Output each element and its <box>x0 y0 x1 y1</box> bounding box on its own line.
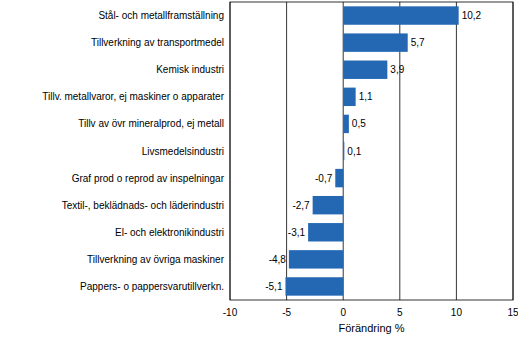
tick-label: 5 <box>397 307 403 318</box>
bar <box>343 88 355 106</box>
category-label: Tillverkning av transportmedel <box>91 37 224 48</box>
data-label: -3,1 <box>288 227 306 238</box>
tick-label: -5 <box>282 307 291 318</box>
data-label: -2,7 <box>292 200 310 211</box>
bar <box>343 6 458 24</box>
data-label: 0,5 <box>352 118 366 129</box>
bar <box>343 142 344 160</box>
category-label: El- och elektronikindustri <box>115 227 224 238</box>
tick-label: -10 <box>223 307 238 318</box>
tick-label: 10 <box>451 307 463 318</box>
category-label: Stål- och metallframställning <box>98 10 224 21</box>
category-label: Livsmedelsindustri <box>142 146 224 157</box>
grid-line <box>456 2 457 300</box>
grid-line <box>286 2 287 300</box>
bar <box>343 33 408 51</box>
category-label: Textil-, beklädnads- och läderindustri <box>62 200 224 211</box>
bar <box>335 169 343 187</box>
data-label: 5,7 <box>411 37 425 48</box>
category-label: Tillverkning av övriga maskiner <box>87 254 225 265</box>
data-label: -0,7 <box>315 173 333 184</box>
category-label: Pappers- o pappersvarutillverkn. <box>80 281 224 292</box>
data-label: 1,1 <box>359 91 373 102</box>
data-label: -4,8 <box>269 254 287 265</box>
bar <box>285 277 343 295</box>
axis-label: Förändring % <box>338 322 404 334</box>
category-label: Tillv. metallvaror, ej maskiner o appara… <box>42 91 224 102</box>
bar <box>343 115 349 133</box>
bar <box>308 223 343 241</box>
data-label: -5,1 <box>265 281 283 292</box>
bar <box>313 196 344 214</box>
category-label: Tillv av övr mineralprod, ej metall <box>78 118 224 129</box>
data-label: 10,2 <box>462 10 482 21</box>
bar <box>289 250 343 268</box>
plot-frame <box>230 2 513 300</box>
category-label: Graf prod o reprod av inspelningar <box>72 173 225 184</box>
category-label: Kemisk industri <box>156 64 224 75</box>
data-label: 0,1 <box>347 146 361 157</box>
tick-label: 15 <box>507 307 518 318</box>
tick-label: 0 <box>340 307 346 318</box>
bars <box>285 6 458 295</box>
bar <box>343 61 387 79</box>
data-label: 3,9 <box>390 64 404 75</box>
chart: -10 -5 0 5 10 15 Stål- och metallframställning… <box>0 0 518 337</box>
